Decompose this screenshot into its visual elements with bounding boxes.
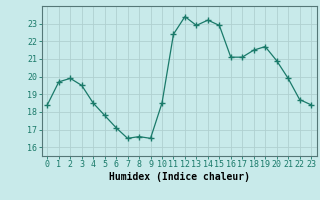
X-axis label: Humidex (Indice chaleur): Humidex (Indice chaleur) bbox=[109, 172, 250, 182]
